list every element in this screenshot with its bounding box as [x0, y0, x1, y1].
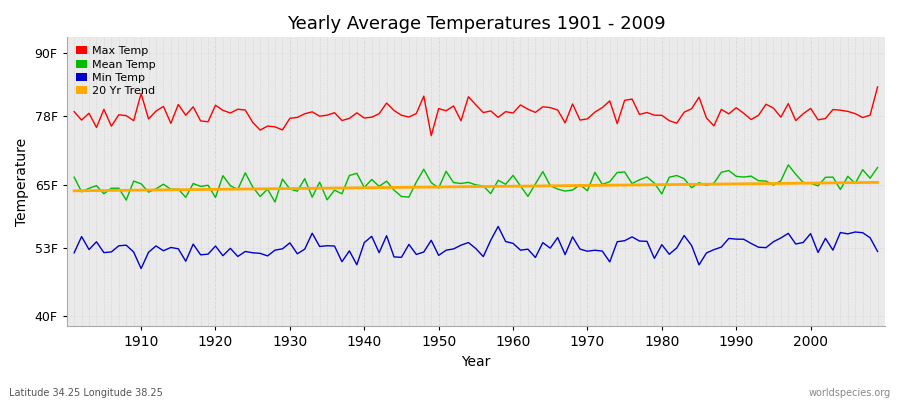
Text: worldspecies.org: worldspecies.org: [809, 388, 891, 398]
Text: Latitude 34.25 Longitude 38.25: Latitude 34.25 Longitude 38.25: [9, 388, 163, 398]
Legend: Max Temp, Mean Temp, Min Temp, 20 Yr Trend: Max Temp, Mean Temp, Min Temp, 20 Yr Tre…: [72, 43, 159, 100]
Title: Yearly Average Temperatures 1901 - 2009: Yearly Average Temperatures 1901 - 2009: [286, 15, 665, 33]
Y-axis label: Temperature: Temperature: [15, 138, 29, 226]
X-axis label: Year: Year: [461, 355, 491, 369]
